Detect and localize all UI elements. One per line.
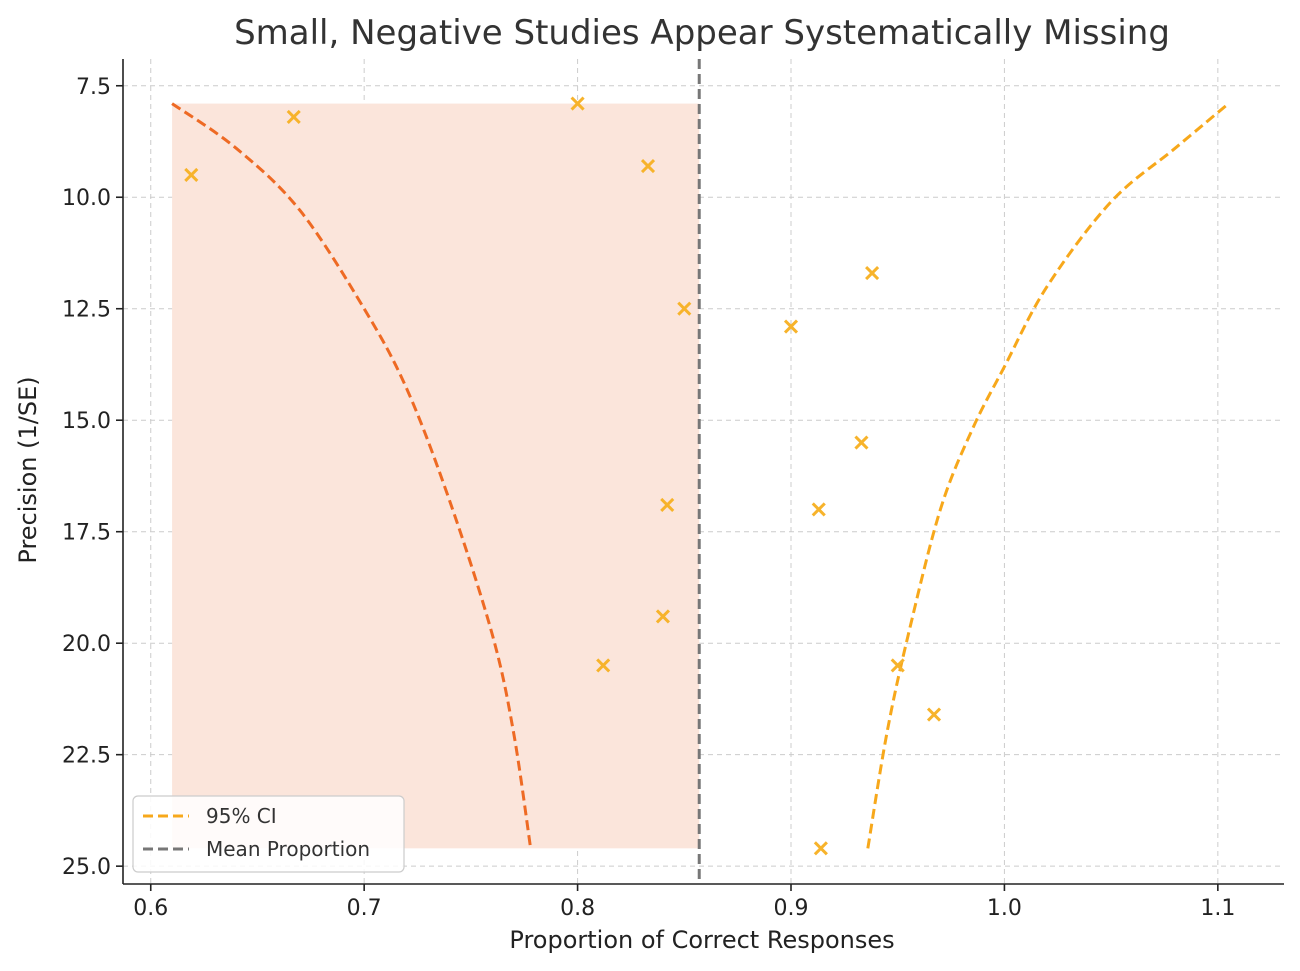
study-point: [655, 609, 671, 624]
x-tick-label: 0.8: [560, 896, 595, 921]
y-tick-label: 15.0: [62, 409, 111, 434]
y-tick-label: 25.0: [62, 855, 111, 880]
study-point-stroke: [811, 502, 826, 517]
study-point: [184, 167, 199, 183]
study-point-stroke: [890, 658, 905, 673]
y-tick-label: 7.5: [76, 75, 111, 100]
y-tick-label: 17.5: [62, 521, 111, 546]
y-tick-label: 12.5: [62, 298, 111, 323]
study-point: [811, 502, 826, 517]
legend: 95% CI Mean Proportion: [132, 795, 405, 873]
x-tick-label: 0.9: [774, 896, 809, 921]
study-point-stroke: [783, 319, 799, 334]
study-point: [660, 497, 675, 513]
study-point-stroke: [813, 841, 828, 856]
study-point-stroke: [655, 609, 671, 624]
study-point: [865, 265, 880, 281]
study-point-stroke: [640, 158, 656, 174]
study-points: [184, 96, 942, 856]
study-point: [596, 658, 611, 673]
y-tick-label: 10.0: [62, 186, 111, 211]
y-tick-label: 20.0: [62, 632, 111, 657]
legend-ci-label: 95% CI: [206, 804, 277, 828]
confidence-interval-layer: [171, 102, 1230, 849]
study-point: [286, 109, 301, 125]
study-point-stroke: [660, 497, 675, 513]
study-point: [890, 658, 905, 673]
study-point: [813, 841, 828, 856]
study-point-stroke: [865, 265, 880, 281]
y-axis-label: Precision (1/SE): [14, 376, 42, 563]
study-point: [926, 707, 942, 722]
x-tick-label: 1.1: [1200, 896, 1235, 921]
x-tick-label: 1.0: [987, 896, 1022, 921]
tick-labels: 0.6 0.7 0.8 0.9 1.0 1.1 7.5 10.0 12.5 15.0 17.5 20.…: [62, 75, 1235, 921]
x-tick-label: 0.7: [347, 896, 382, 921]
study-point-stroke: [596, 658, 611, 673]
legend-box: [132, 795, 405, 873]
shaded-region-layer: [172, 103, 700, 849]
x-axis-label: Proportion of Correct Responses: [509, 926, 894, 954]
study-point: [570, 96, 585, 111]
x-tick-label: 0.6: [133, 896, 168, 921]
study-point-stroke: [184, 167, 199, 183]
axes: [116, 59, 1284, 891]
ci-left-curve: [171, 102, 533, 849]
study-point-stroke: [854, 435, 869, 450]
study-point-stroke: [677, 301, 692, 316]
chart-title: Small, Negative Studies Appear Systemati…: [234, 13, 1170, 53]
study-point-stroke: [570, 96, 585, 111]
study-point-stroke: [286, 109, 301, 125]
ci-right-curve: [866, 102, 1230, 849]
study-point: [677, 301, 692, 316]
shaded-missing-region: [172, 103, 700, 849]
y-tick-label: 22.5: [62, 744, 111, 769]
study-point: [854, 435, 869, 450]
study-point: [783, 319, 799, 334]
study-point-stroke: [926, 707, 942, 722]
study-point: [640, 158, 656, 174]
legend-mean-label: Mean Proportion: [206, 837, 370, 861]
